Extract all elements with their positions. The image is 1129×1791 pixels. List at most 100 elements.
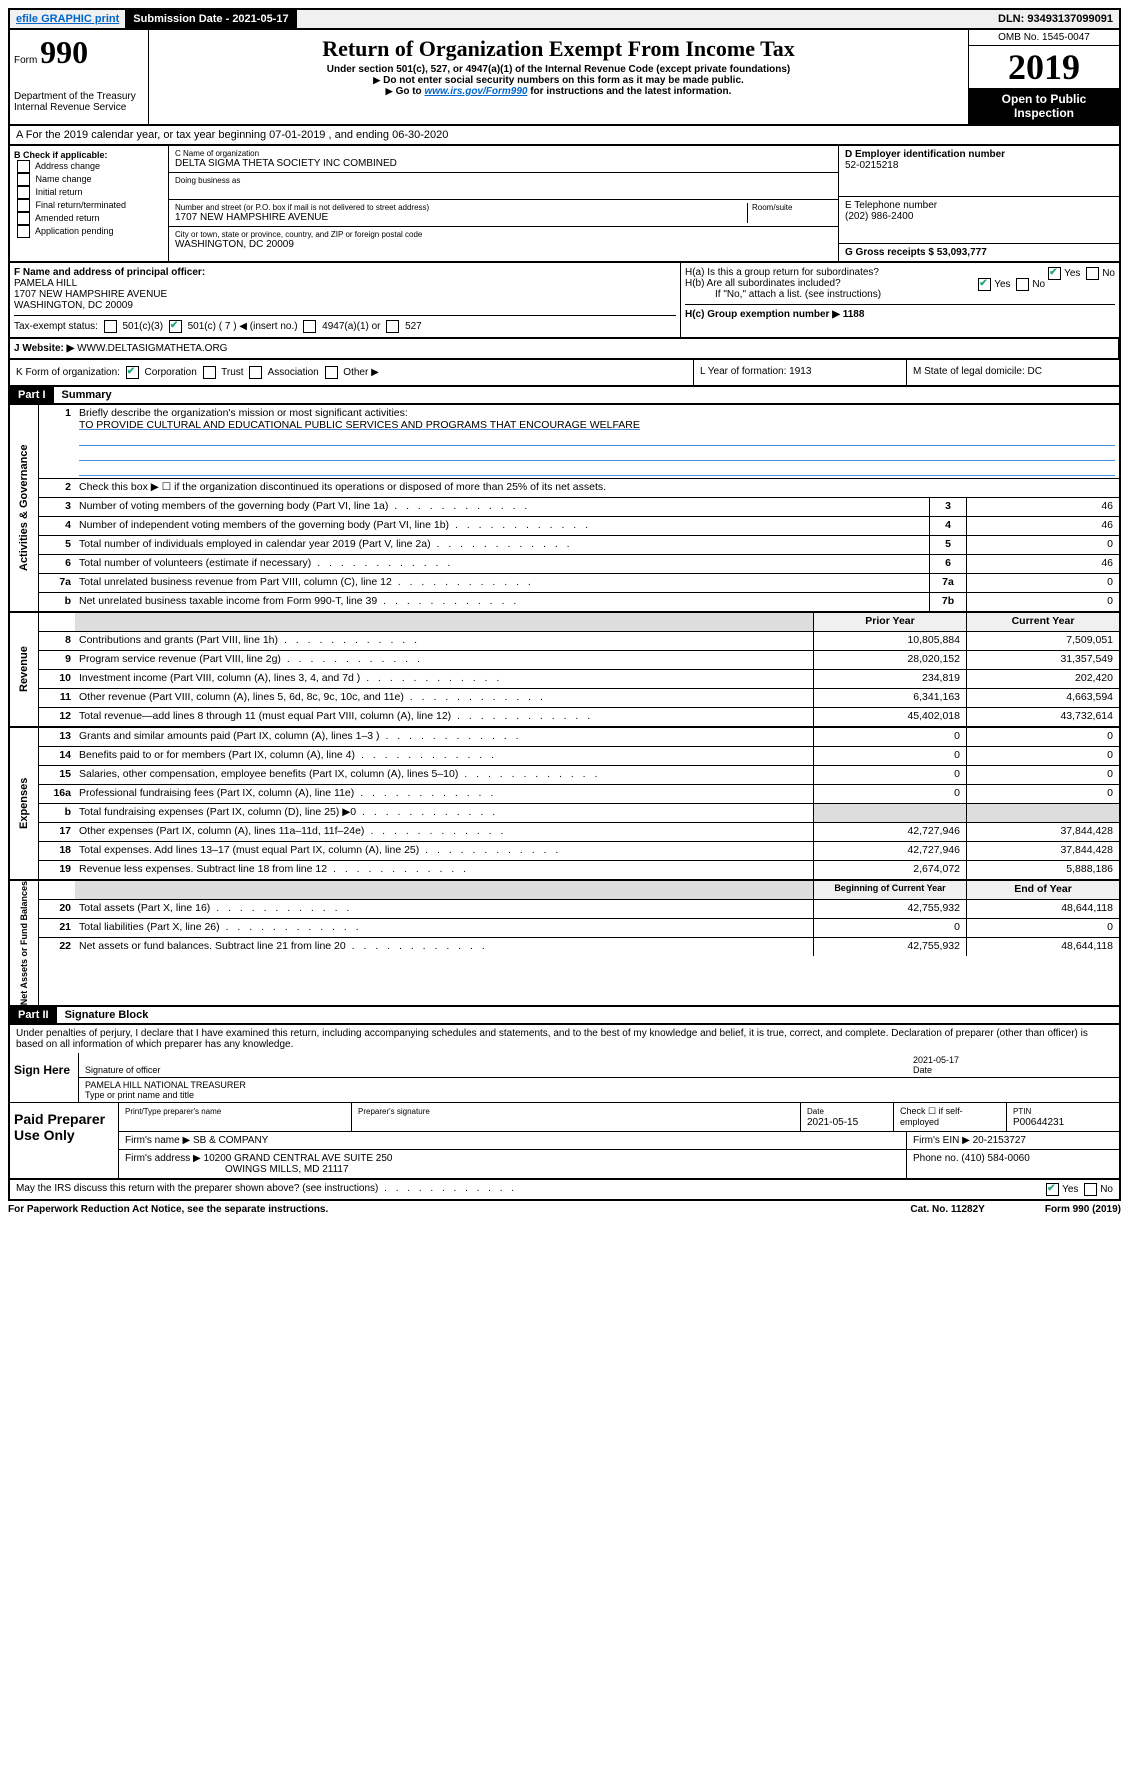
- form-label: Form: [14, 55, 37, 66]
- ha-yes[interactable]: [1048, 267, 1061, 280]
- exp-17-prior: 42,727,946: [813, 823, 966, 841]
- hb-label: H(b) Are all subordinates included?: [685, 278, 841, 289]
- footer: For Paperwork Reduction Act Notice, see …: [8, 1201, 1121, 1218]
- chk-527[interactable]: [386, 320, 399, 333]
- subtitle-1: Under section 501(c), 527, or 4947(a)(1)…: [153, 64, 964, 75]
- chk-initial-return[interactable]: [17, 186, 30, 199]
- ein-label: D Employer identification number: [845, 149, 1005, 160]
- hb-yes[interactable]: [978, 278, 991, 291]
- efile-link[interactable]: efile GRAPHIC print: [10, 11, 125, 27]
- sig-officer-label: Signature of officer: [85, 1065, 160, 1075]
- line-b-desc: Net unrelated business taxable income fr…: [75, 593, 929, 611]
- q1-value: TO PROVIDE CULTURAL AND EDUCATIONAL PUBL…: [79, 419, 640, 431]
- org-name: DELTA SIGMA THETA SOCIETY INC COMBINED: [175, 158, 832, 169]
- col-deg: D Employer identification number 52-0215…: [839, 146, 1119, 261]
- discuss-row: May the IRS discuss this return with the…: [8, 1180, 1121, 1201]
- officer-label: F Name and address of principal officer:: [14, 267, 205, 278]
- discuss-yes[interactable]: [1046, 1183, 1059, 1196]
- line-5-desc: Total number of individuals employed in …: [75, 536, 929, 554]
- net-21-desc: Total liabilities (Part X, line 26): [75, 919, 813, 937]
- rev-9-desc: Program service revenue (Part VIII, line…: [75, 651, 813, 669]
- city-label: City or town, state or province, country…: [175, 230, 832, 239]
- chk-4947[interactable]: [303, 320, 316, 333]
- rev-10-prior: 234,819: [813, 670, 966, 688]
- line-3-val: 46: [966, 498, 1119, 516]
- activities-governance-section: Activities & Governance 1 Briefly descri…: [8, 405, 1121, 613]
- exp-19-prior: 2,674,072: [813, 861, 966, 879]
- submission-date-btn[interactable]: Submission Date - 2021-05-17: [125, 10, 296, 28]
- signature-block: Under penalties of perjury, I declare th…: [8, 1025, 1121, 1180]
- city: WASHINGTON, DC 20009: [175, 239, 832, 250]
- line-7a-desc: Total unrelated business revenue from Pa…: [75, 574, 929, 592]
- street: 1707 NEW HAMPSHIRE AVENUE: [175, 212, 747, 223]
- rev-12-prior: 45,402,018: [813, 708, 966, 726]
- chk-corp[interactable]: [126, 366, 139, 379]
- net-22-desc: Net assets or fund balances. Subtract li…: [75, 938, 813, 956]
- row-website: J Website: ▶ WWW.DELTASIGMATHETA.ORG: [8, 339, 1121, 360]
- cat-no: Cat. No. 11282Y: [910, 1204, 984, 1215]
- net-20-desc: Total assets (Part X, line 16): [75, 900, 813, 918]
- col-b-checkboxes: B Check if applicable: Address change Na…: [10, 146, 169, 261]
- chk-assoc[interactable]: [249, 366, 262, 379]
- rev-12-curr: 43,732,614: [966, 708, 1119, 726]
- exp-19-desc: Revenue less expenses. Subtract line 18 …: [75, 861, 813, 879]
- rev-11-prior: 6,341,163: [813, 689, 966, 707]
- room-label: Room/suite: [752, 203, 832, 212]
- net-21-beg: 0: [813, 919, 966, 937]
- rev-8-desc: Contributions and grants (Part VIII, lin…: [75, 632, 813, 650]
- discuss-no[interactable]: [1084, 1183, 1097, 1196]
- irs-link[interactable]: www.irs.gov/Form990: [424, 86, 527, 97]
- sig-date: 2021-05-17: [913, 1055, 959, 1065]
- col-b-label: B Check if applicable:: [14, 150, 108, 160]
- year-formation: L Year of formation: 1913: [694, 360, 907, 385]
- chk-amended-return[interactable]: [17, 212, 30, 225]
- street-label: Number and street (or P.O. box if mail i…: [175, 203, 747, 212]
- chk-final-return/terminated[interactable]: [17, 199, 30, 212]
- exp-13-desc: Grants and similar amounts paid (Part IX…: [75, 728, 813, 746]
- q2-label: Check this box ▶ ☐ if the organization d…: [75, 479, 1119, 497]
- chk-name-change[interactable]: [17, 173, 30, 186]
- chk-address-change[interactable]: [17, 160, 30, 173]
- exp-17-curr: 37,844,428: [966, 823, 1119, 841]
- goto-pre: Go to: [386, 86, 425, 97]
- org-name-label: C Name of organization: [175, 149, 832, 158]
- pra-notice: For Paperwork Reduction Act Notice, see …: [8, 1204, 328, 1215]
- exp-14-prior: 0: [813, 747, 966, 765]
- paid-preparer-label: Paid Preparer Use Only: [10, 1103, 119, 1178]
- q1-label: Briefly describe the organization's miss…: [79, 407, 408, 419]
- ein-value: 52-0215218: [845, 160, 898, 171]
- website-label: J Website: ▶: [14, 343, 74, 354]
- phone-label: E Telephone number: [845, 200, 937, 211]
- subtitle-2: Do not enter social security numbers on …: [153, 75, 964, 86]
- phone-value: (202) 986-2400: [845, 211, 913, 222]
- hc-label: H(c) Group exemption number ▶ 1188: [685, 309, 864, 320]
- chk-501c3[interactable]: [104, 320, 117, 333]
- dept-label: Department of the Treasury Internal Reve…: [14, 91, 144, 113]
- rev-9-prior: 28,020,152: [813, 651, 966, 669]
- exp-18-prior: 42,727,946: [813, 842, 966, 860]
- line-5-val: 0: [966, 536, 1119, 554]
- row-a-tax-year: A For the 2019 calendar year, or tax yea…: [8, 126, 1121, 146]
- omb-number: OMB No. 1545-0047: [969, 30, 1119, 46]
- line-7a-val: 0: [966, 574, 1119, 592]
- exp-13-prior: 0: [813, 728, 966, 746]
- website-value: WWW.DELTASIGMATHETA.ORG: [77, 343, 227, 354]
- print-name-label: Type or print name and title: [85, 1090, 194, 1100]
- chk-trust[interactable]: [203, 366, 216, 379]
- ha-no[interactable]: [1086, 267, 1099, 280]
- perjury-text: Under penalties of perjury, I declare th…: [10, 1025, 1119, 1053]
- chk-application-pending[interactable]: [17, 225, 30, 238]
- chk-501c[interactable]: [169, 320, 182, 333]
- line-6-val: 46: [966, 555, 1119, 573]
- exp-14-curr: 0: [966, 747, 1119, 765]
- form-header: Form 990 Department of the Treasury Inte…: [8, 30, 1121, 126]
- exp-18-curr: 37,844,428: [966, 842, 1119, 860]
- chk-other[interactable]: [325, 366, 338, 379]
- part1-badge: Part I: [10, 387, 54, 403]
- hdr-curr: Current Year: [966, 613, 1119, 631]
- exp-b-desc: Total fundraising expenses (Part IX, col…: [75, 804, 813, 822]
- dln-text: DLN: 93493137099091: [992, 11, 1119, 27]
- hb-no[interactable]: [1016, 278, 1029, 291]
- sig-date-label: Date: [913, 1065, 932, 1075]
- officer-addr2: WASHINGTON, DC 20009: [14, 300, 133, 311]
